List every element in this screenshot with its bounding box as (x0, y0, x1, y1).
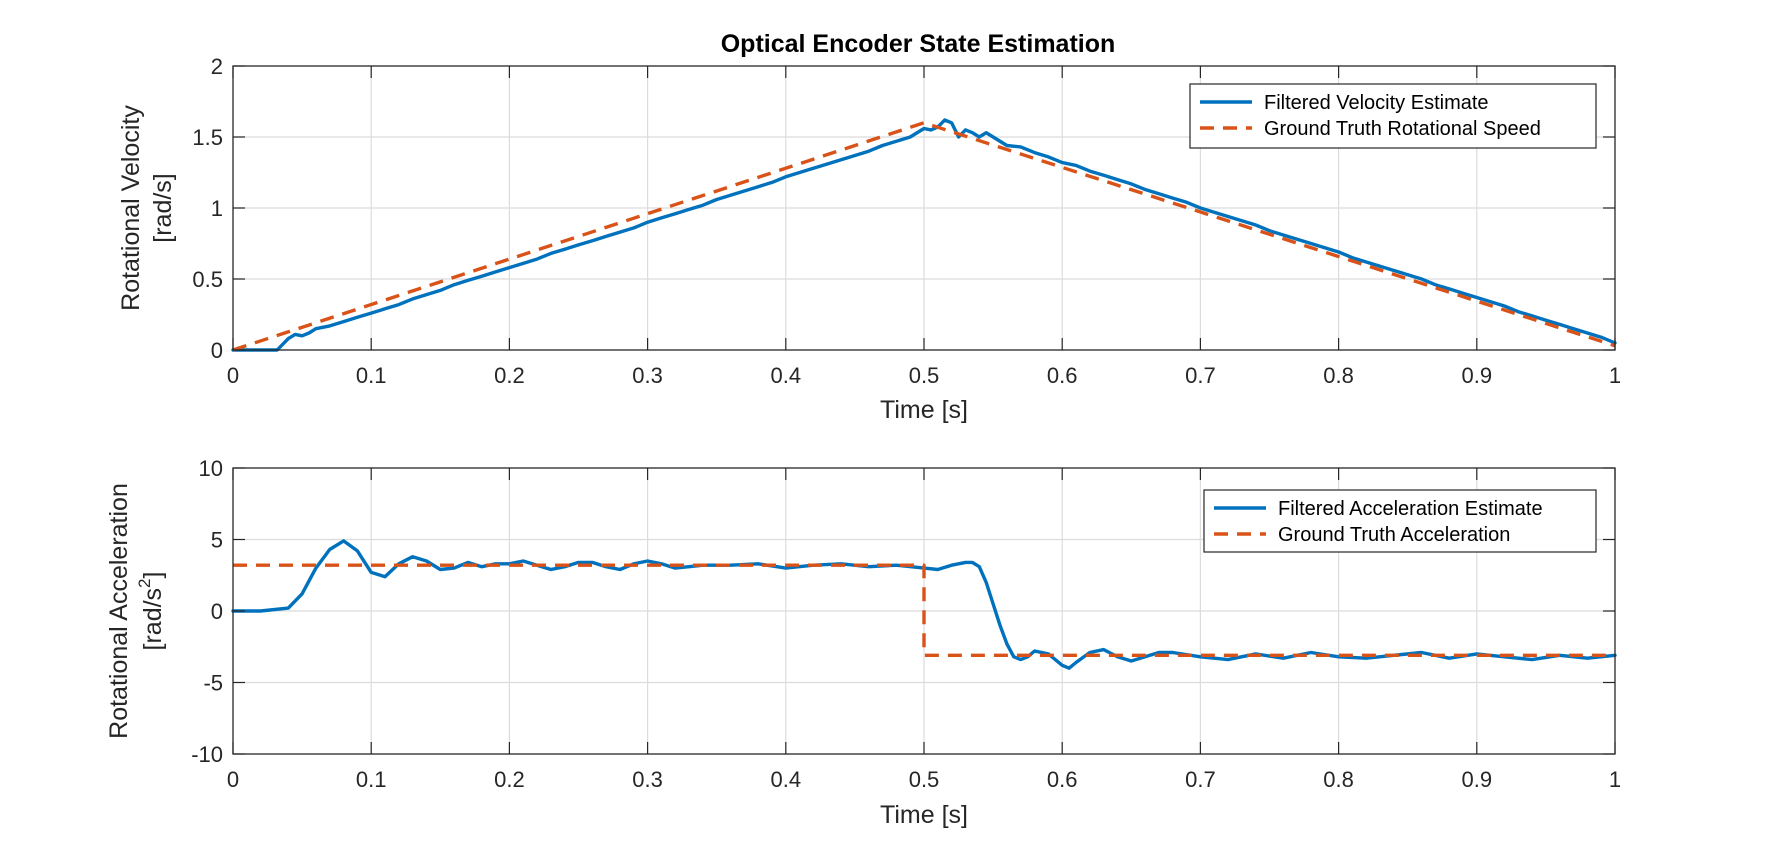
velocity-y-tick-label: 2 (211, 54, 223, 79)
acceleration-y-axis-label-line-1: Rotational Acceleration (105, 483, 133, 739)
velocity-y-axis-label-line-1: Rotational Velocity (117, 105, 145, 311)
acceleration-y-tick-label: 10 (199, 456, 223, 481)
velocity-y-tick-label: 0.5 (192, 267, 223, 292)
acceleration-ticks: 0 0.1 0.2 0.3 0.4 0.5 0.6 0.7 0.8 0.9 1 -10 -5 0 5 10 (191, 456, 1621, 792)
velocity-series-layer (231, 118, 1617, 352)
velocity-legend-label: Ground Truth Rotational Speed (1264, 118, 1541, 140)
acceleration-legend: Filtered Acceleration Estimate Ground Tru… (1203, 489, 1597, 553)
figure-title: Optical Encoder State Estimation (721, 30, 1116, 58)
acceleration-x-tick-label: 0 (227, 767, 239, 792)
velocity-x-tick-label: 0.5 (909, 363, 940, 388)
acceleration-x-tick-label: 1 (1609, 767, 1621, 792)
acceleration-x-tick-label: 0.6 (1047, 767, 1078, 792)
velocity-x-tick-label: 0.7 (1185, 363, 1216, 388)
acceleration-x-tick-label: 0.5 (909, 767, 940, 792)
velocity-x-tick-label: 0.1 (356, 363, 387, 388)
velocity-x-tick-label: 0 (227, 363, 239, 388)
acceleration-y-tick-label: 0 (211, 599, 223, 624)
acceleration-x-tick-label: 0.1 (356, 767, 387, 792)
acceleration-x-tick-label: 0.8 (1323, 767, 1354, 792)
velocity-x-tick-label: 0.2 (494, 363, 525, 388)
velocity-series-ground-truth-line (232, 121, 1616, 352)
acceleration-legend-label: Ground Truth Acceleration (1278, 524, 1510, 546)
acceleration-series-ground-truth-line (233, 563, 1615, 657)
velocity-y-tick-label: 0 (211, 338, 223, 363)
acceleration-y-tick-label: 5 (211, 528, 223, 553)
acceleration-y-tick-label: -5 (203, 671, 223, 696)
velocity-ticks: 0 0.1 0.2 0.3 0.4 0.5 0.6 0.7 0.8 0.9 1 0 0.5 1 1.5 2 (192, 54, 1621, 388)
acceleration-y-unit-prefix: [rad/s (139, 588, 167, 651)
acceleration-x-tick-label: 0.2 (494, 767, 525, 792)
velocity-y-tick-label: 1.5 (192, 125, 223, 150)
velocity-x-tick-label: 1 (1609, 363, 1621, 388)
acceleration-series-layer (231, 539, 1617, 670)
velocity-axes: 0 0.1 0.2 0.3 0.4 0.5 0.6 0.7 0.8 0.9 1 0 0.5 1 1.5 2 F… (117, 54, 1621, 424)
velocity-x-tick-label: 0.6 (1047, 363, 1078, 388)
velocity-x-axis-label: Time [s] (880, 396, 968, 424)
velocity-legend: Filtered Velocity Estimate Ground Truth R… (1189, 83, 1597, 149)
acceleration-legend-label: Filtered Acceleration Estimate (1278, 498, 1543, 520)
acceleration-y-axis-label: Rotational Acceleration [rad/s2] (105, 483, 167, 739)
velocity-y-axis-label-line-2: [rad/s] (149, 173, 177, 242)
acceleration-y-axis-label-line-2: [rad/s2] (135, 572, 167, 651)
acceleration-axes: 0 0.1 0.2 0.3 0.4 0.5 0.6 0.7 0.8 0.9 1 -10 -5 0 5 10 F… (105, 456, 1621, 829)
velocity-x-tick-label: 0.9 (1462, 363, 1493, 388)
acceleration-x-tick-label: 0.3 (632, 767, 663, 792)
velocity-x-tick-label: 0.3 (632, 363, 663, 388)
acceleration-x-tick-label: 0.7 (1185, 767, 1216, 792)
velocity-legend-box (1189, 83, 1597, 149)
acceleration-legend-box (1203, 489, 1597, 553)
acceleration-x-tick-label: 0.4 (771, 767, 802, 792)
velocity-x-tick-label: 0.4 (771, 363, 802, 388)
velocity-x-tick-label: 0.8 (1323, 363, 1354, 388)
velocity-y-tick-label: 1 (211, 196, 223, 221)
velocity-legend-label: Filtered Velocity Estimate (1264, 92, 1489, 114)
acceleration-x-axis-label: Time [s] (880, 801, 968, 829)
acceleration-y-unit-suffix: ] (139, 572, 167, 579)
velocity-y-axis-label: Rotational Velocity [rad/s] (117, 105, 177, 311)
acceleration-x-tick-label: 0.9 (1462, 767, 1493, 792)
acceleration-y-tick-label: -10 (191, 742, 223, 767)
acceleration-y-unit-exponent: 2 (135, 578, 154, 587)
